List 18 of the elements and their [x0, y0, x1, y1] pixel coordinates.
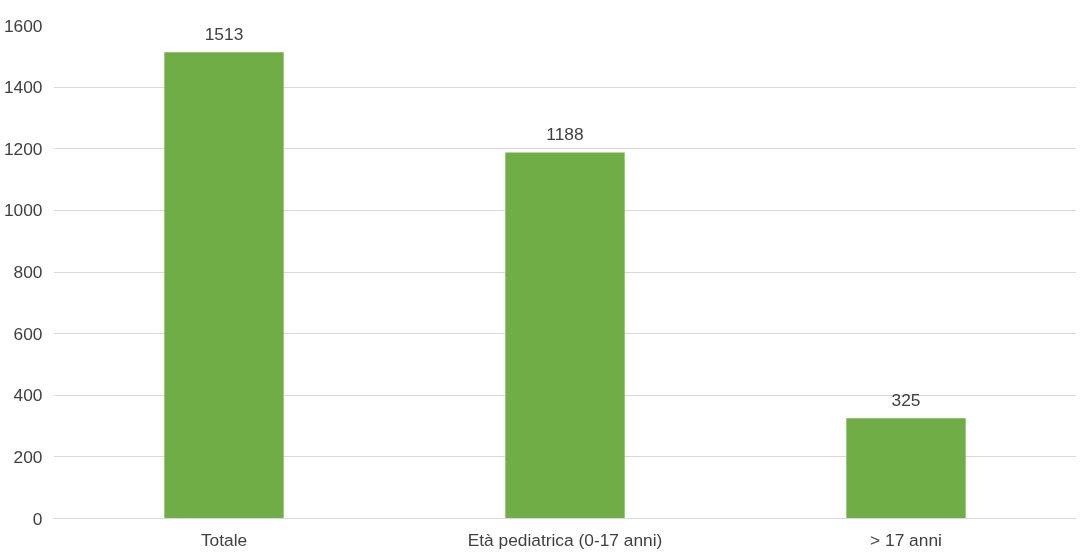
x-tick-label: Età pediatrica (0-17 anni)	[467, 529, 663, 550]
data-label: 325	[891, 390, 921, 411]
y-tick-label: 1000	[3, 200, 43, 221]
x-tick-label: Totale	[200, 529, 248, 550]
y-tick-label: 1600	[3, 15, 43, 36]
data-label: 1513	[204, 24, 244, 45]
data-label: 1188	[546, 124, 584, 145]
y-tick-label: 600	[13, 323, 43, 344]
y-tick-label: 400	[13, 385, 43, 406]
bar	[846, 418, 966, 519]
y-tick-label: 0	[32, 508, 43, 529]
bar	[164, 52, 284, 519]
x-tick-label: > 17 anni	[870, 529, 942, 550]
y-tick-label: 200	[13, 446, 43, 467]
y-tick-label: 1400	[3, 77, 43, 98]
y-tick-label: 800	[13, 262, 43, 282]
bar	[505, 152, 625, 519]
y-tick-label: 1200	[3, 138, 43, 159]
